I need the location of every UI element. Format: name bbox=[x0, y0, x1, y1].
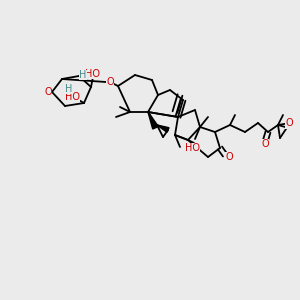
Text: HO: HO bbox=[85, 69, 100, 79]
Text: HO: HO bbox=[64, 92, 80, 102]
Text: O: O bbox=[285, 118, 293, 128]
Text: O: O bbox=[225, 152, 233, 162]
Text: O: O bbox=[44, 87, 52, 97]
Text: O: O bbox=[106, 77, 114, 87]
Text: H: H bbox=[65, 84, 73, 94]
Polygon shape bbox=[157, 125, 169, 132]
Polygon shape bbox=[148, 112, 157, 129]
Text: O: O bbox=[261, 139, 269, 149]
Text: H: H bbox=[79, 70, 87, 80]
Text: HO: HO bbox=[184, 143, 200, 153]
